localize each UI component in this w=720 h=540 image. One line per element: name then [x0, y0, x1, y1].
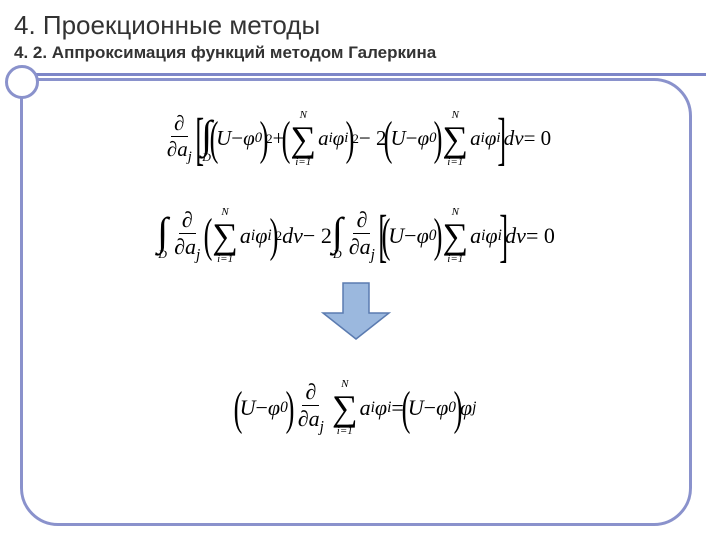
slide-subtitle: 4. 2. Аппроксимация функций методом Гале… [14, 43, 706, 63]
equation-1: ∂ ∂aj [ ∫D (U − φ0)2 + ( N∑i=1 aiφi )2 −… [41, 105, 671, 172]
equation-3: (U − φ0) ∂ ∂aj N∑i=1 aiφi = (U − φ0) φj [41, 379, 671, 437]
content-frame: ∂ ∂aj [ ∫D (U − φ0)2 + ( N∑i=1 aiφi )2 −… [20, 78, 692, 526]
corner-circle [5, 65, 39, 99]
header-divider [14, 73, 706, 76]
arrow-down-icon [313, 281, 399, 341]
slide-header: 4. Проекционные методы 4. 2. Аппроксимац… [0, 0, 720, 69]
slide-title: 4. Проекционные методы [14, 10, 706, 41]
equation-2: ∫D ∂ ∂aj ( N∑i=1 aiφi )2 dv − 2 ∫D ∂ ∂aj… [41, 202, 671, 269]
arrow-down [41, 281, 671, 341]
